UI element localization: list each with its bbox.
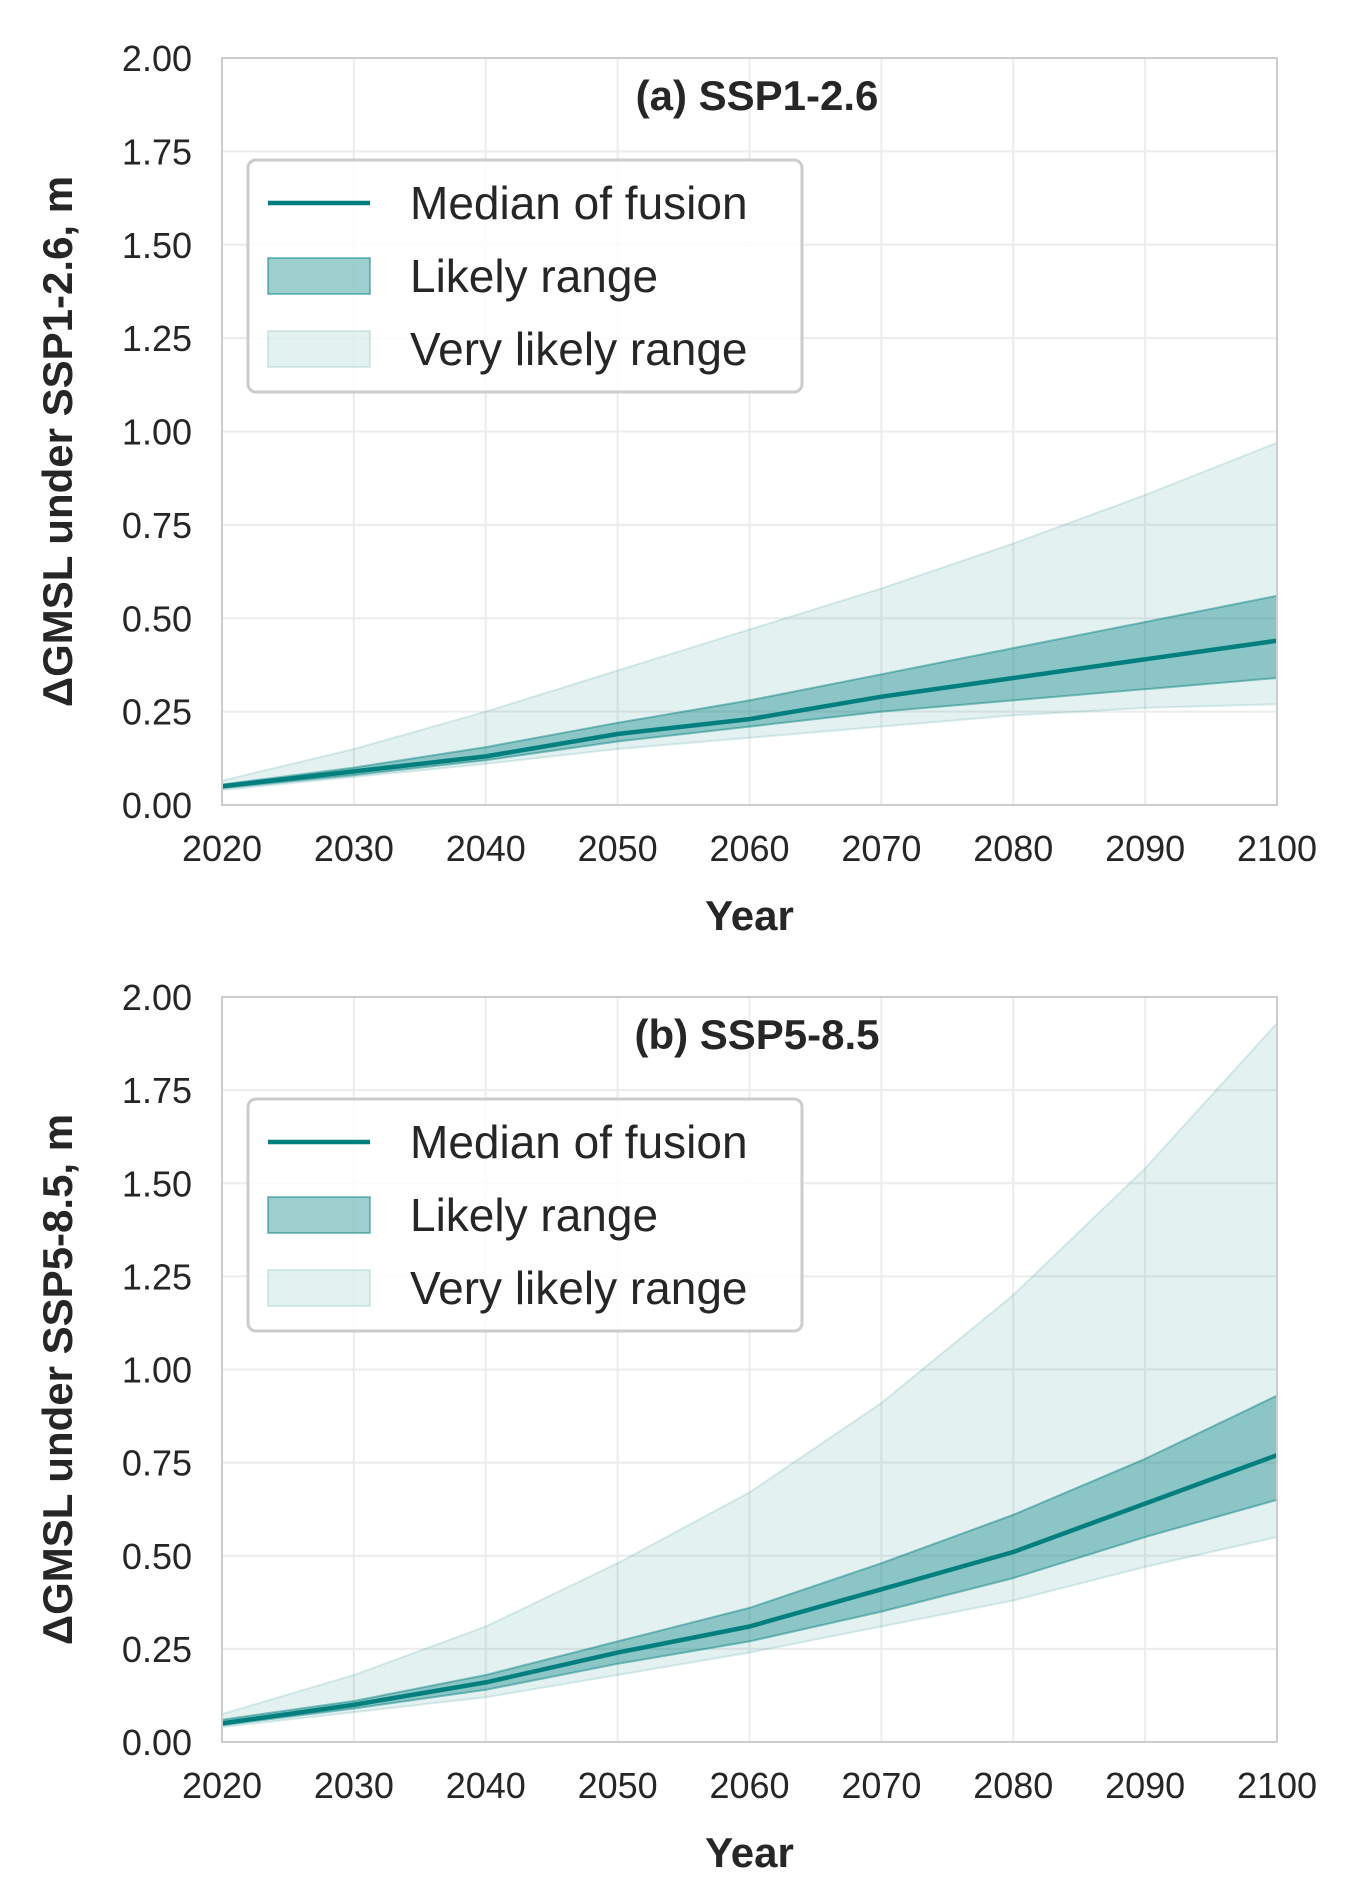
legend-label: Very likely range xyxy=(410,1262,748,1314)
y-tick-label: 1.50 xyxy=(122,225,192,266)
legend-swatch-likely xyxy=(268,1197,370,1233)
y-tick-label: 1.50 xyxy=(122,1163,192,1204)
x-tick-label: 2060 xyxy=(709,1765,789,1806)
x-tick-label: 2090 xyxy=(1105,1765,1185,1806)
y-tick-label: 2.00 xyxy=(122,38,192,79)
x-tick-label: 2030 xyxy=(314,1765,394,1806)
y-tick-label: 0.75 xyxy=(122,505,192,546)
y-tick-label: 0.50 xyxy=(122,1536,192,1577)
x-axis-label: Year xyxy=(705,1829,794,1876)
y-tick-label: 0.00 xyxy=(122,785,192,826)
legend-swatch-very-likely xyxy=(268,1270,370,1306)
legend-label: Median of fusion xyxy=(410,1116,748,1168)
y-tick-label: 1.25 xyxy=(122,1256,192,1297)
legend-swatch-likely xyxy=(268,258,370,294)
x-tick-label: 2020 xyxy=(182,828,262,869)
y-tick-label: 0.25 xyxy=(122,692,192,733)
x-tick-label: 2040 xyxy=(446,828,526,869)
x-tick-label: 2100 xyxy=(1237,828,1317,869)
panel-title: (a) SSP1-2.6 xyxy=(636,72,879,119)
y-tick-label: 1.25 xyxy=(122,318,192,359)
y-tick-label: 1.75 xyxy=(122,131,192,172)
legend-label: Very likely range xyxy=(410,323,748,375)
x-tick-label: 2070 xyxy=(841,1765,921,1806)
y-tick-label: 0.25 xyxy=(122,1629,192,1670)
panel-a: 2020 2030 2040 2050 2060 2070 2080 2090 2100 0.00… xyxy=(34,38,1317,939)
x-tick-label: 2070 xyxy=(841,828,921,869)
x-tick-label: 2060 xyxy=(709,828,789,869)
panel-title: (b) SSP5-8.5 xyxy=(634,1011,879,1058)
legend-label: Median of fusion xyxy=(410,177,748,229)
x-tick-label: 2090 xyxy=(1105,828,1185,869)
y-tick-label: 1.75 xyxy=(122,1070,192,1111)
legend-swatch-very-likely xyxy=(268,331,370,367)
x-tick-label: 2020 xyxy=(182,1765,262,1806)
x-tick-label: 2050 xyxy=(578,1765,658,1806)
legend-label: Likely range xyxy=(410,1189,658,1241)
y-tick-label: 0.50 xyxy=(122,598,192,639)
x-tick-label: 2050 xyxy=(578,828,658,869)
x-tick-label: 2080 xyxy=(973,828,1053,869)
y-tick-label: 1.00 xyxy=(122,412,192,453)
y-axis-label: ΔGMSL under SSP5-8.5, m xyxy=(34,1114,81,1645)
y-tick-label: 0.00 xyxy=(122,1722,192,1763)
y-tick-label: 2.00 xyxy=(122,977,192,1018)
x-tick-label: 2080 xyxy=(973,1765,1053,1806)
legend: Median of fusion Likely range Very likely … xyxy=(248,1099,802,1331)
y-tick-label: 0.75 xyxy=(122,1443,192,1484)
legend: Median of fusion Likely range Very likely … xyxy=(248,160,802,392)
x-axis-label: Year xyxy=(705,892,794,939)
legend-label: Likely range xyxy=(410,250,658,302)
x-tick-label: 2100 xyxy=(1237,1765,1317,1806)
panel-b: 2020 2030 2040 2050 2060 2070 2080 2090 2100 0.00… xyxy=(34,977,1317,1876)
y-tick-label: 1.00 xyxy=(122,1350,192,1391)
y-axis-label: ΔGMSL under SSP1-2.6, m xyxy=(34,176,81,707)
x-tick-label: 2030 xyxy=(314,828,394,869)
x-tick-label: 2040 xyxy=(446,1765,526,1806)
